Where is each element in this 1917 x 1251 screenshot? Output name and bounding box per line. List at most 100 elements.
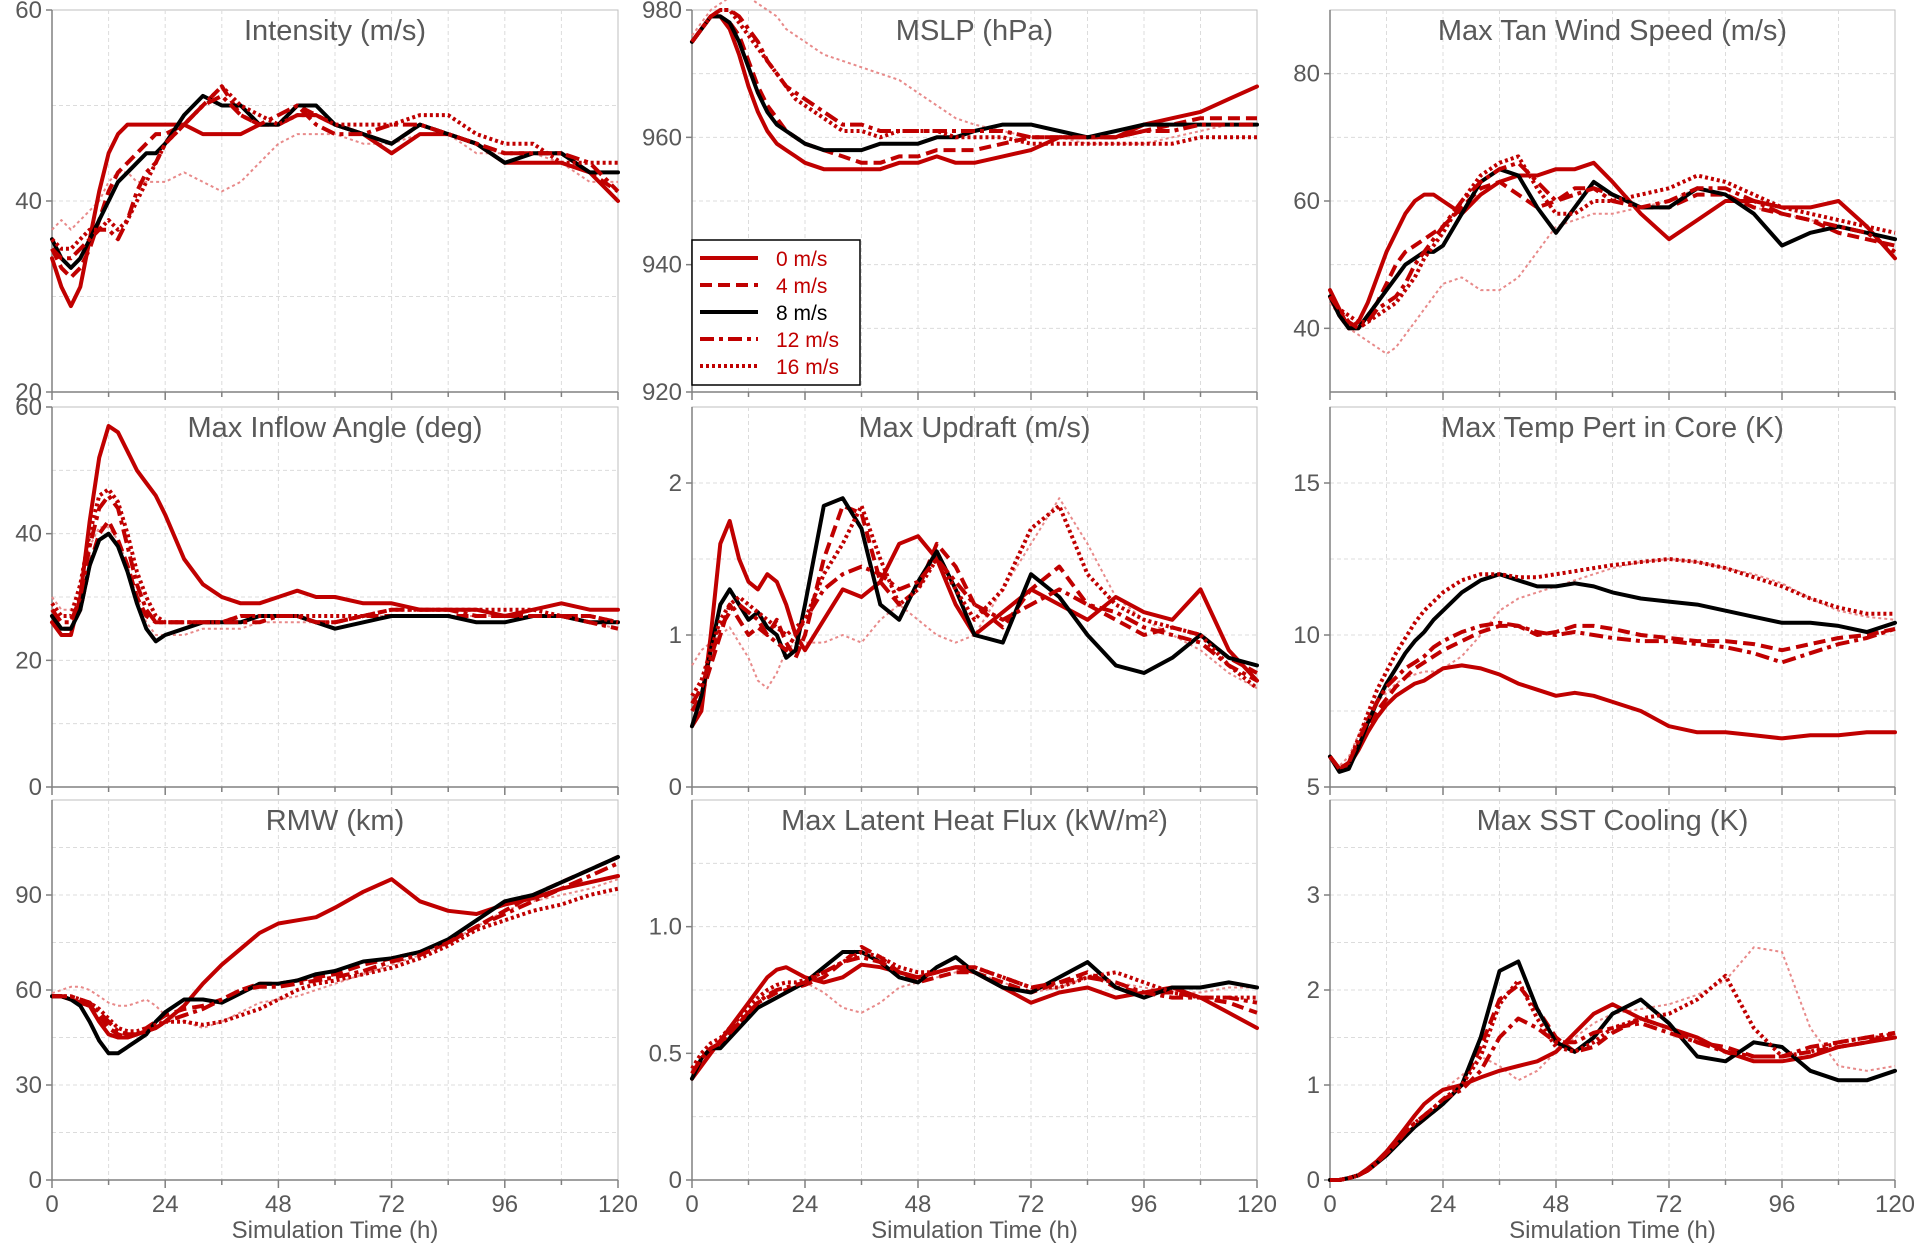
y-tick-label: 60 xyxy=(15,394,42,421)
y-tick-label: 2 xyxy=(669,470,682,497)
x-tick-label: 24 xyxy=(152,1191,179,1218)
panel-title: Intensity (m/s) xyxy=(244,15,426,47)
y-tick-label: 3 xyxy=(1307,882,1320,909)
panel-title: Max Updraft (m/s) xyxy=(858,412,1090,444)
y-tick-label: 40 xyxy=(15,521,42,548)
series-line-16-m-s xyxy=(1328,154,1896,324)
panel-title: MSLP (hPa) xyxy=(896,15,1053,47)
panel-1: 20 40 60 Intensity (m/s) xyxy=(15,0,620,406)
series-line-12-m-s xyxy=(1328,620,1896,771)
x-tick-label: 0 xyxy=(45,1191,58,1218)
series-line-16-m-s xyxy=(50,84,618,251)
x-tick-label: 96 xyxy=(1131,1191,1158,1218)
panel-6: 5 10 15 Max Temp Pert in Core (K) xyxy=(1293,406,1897,801)
x-tick-label: 24 xyxy=(1430,1191,1457,1218)
y-tick-label: 60 xyxy=(15,977,42,1004)
series-line-16-m-s xyxy=(1328,557,1895,771)
panel-4: 0 20 40 60 Max Inflow Angle (deg) xyxy=(15,394,620,801)
x-tick-label: 48 xyxy=(905,1191,932,1218)
panel-9: 0 1 2 3 0 24 48 72 96 120 Simulation Time (h) Max S… xyxy=(1307,799,1915,1244)
y-tick-label: 0 xyxy=(669,774,682,801)
y-tick-label: 40 xyxy=(1293,315,1320,342)
panel-title: Max Temp Pert in Core (K) xyxy=(1441,412,1784,444)
y-tick-label: 2 xyxy=(1307,977,1320,1004)
y-tick-label: 1.0 xyxy=(649,914,682,941)
series-line-16-m-s xyxy=(690,950,1257,1070)
panel-8: 0 0.5 1.0 0 24 48 72 96 120 Simulation Time (h) Ma… xyxy=(649,799,1277,1244)
x-tick-label: 96 xyxy=(1769,1191,1796,1218)
y-tick-label: 0 xyxy=(29,1167,42,1194)
x-tick-label: 0 xyxy=(685,1191,698,1218)
series-line-8-m-s xyxy=(690,950,1259,1081)
y-tick-label: 20 xyxy=(15,647,42,674)
series-line-8-m-s xyxy=(1328,167,1897,331)
series-line-0-m-s xyxy=(50,874,620,1040)
x-tick-label: 72 xyxy=(1018,1191,1045,1218)
x-tick-label: 48 xyxy=(265,1191,292,1218)
series-line-0-m-s xyxy=(1328,663,1897,771)
series-line-4-m-s xyxy=(690,503,1258,713)
x-tick-label: 120 xyxy=(1875,1191,1915,1218)
y-tick-label: 10 xyxy=(1293,622,1320,649)
x-tick-label: 0 xyxy=(1323,1191,1336,1218)
y-tick-label: 60 xyxy=(15,0,42,24)
x-axis-label: Simulation Time (h) xyxy=(871,1217,1078,1244)
series-line-faint xyxy=(1329,558,1896,767)
legend-label: 4 m/s xyxy=(776,275,827,298)
legend-label: 12 m/s xyxy=(776,329,839,352)
y-tick-label: 960 xyxy=(642,124,682,151)
y-tick-label: 80 xyxy=(1293,61,1320,88)
x-axis-label: Simulation Time (h) xyxy=(1509,1217,1716,1244)
y-tick-label: 980 xyxy=(642,0,682,24)
y-tick-label: 920 xyxy=(642,379,682,406)
series-line-4-m-s xyxy=(1328,623,1896,771)
y-tick-label: 15 xyxy=(1293,470,1320,497)
y-tick-label: 60 xyxy=(1293,188,1320,215)
y-tick-label: 940 xyxy=(642,252,682,279)
y-tick-label: 20 xyxy=(15,379,42,406)
series-line-0-m-s xyxy=(50,424,620,637)
series-line-faint xyxy=(691,497,1258,690)
panel-title: RMW (km) xyxy=(266,805,405,837)
y-tick-label: 90 xyxy=(15,882,42,909)
y-tick-label: 1 xyxy=(1307,1072,1320,1099)
series-line-8-m-s xyxy=(690,14,1259,153)
series-line-16-m-s xyxy=(690,8,1257,146)
series-line-12-m-s xyxy=(52,861,619,1037)
series-line-8-m-s xyxy=(1328,959,1897,1182)
x-tick-label: 120 xyxy=(598,1191,638,1218)
series-line-0-m-s xyxy=(690,519,1259,729)
legend-label: 16 m/s xyxy=(776,356,839,379)
x-tick-label: 96 xyxy=(491,1191,518,1218)
series-line-12-m-s xyxy=(690,557,1258,705)
series-line-12-m-s xyxy=(50,493,619,631)
series-line-faint xyxy=(691,0,1257,145)
panel-7: 0 30 60 90 0 24 48 72 96 120 Simulation Time (h) RM… xyxy=(15,799,638,1244)
series-line-12-m-s xyxy=(1328,160,1897,331)
panel-title: Max Tan Wind Speed (m/s) xyxy=(1438,15,1787,47)
series-line-0-m-s xyxy=(690,962,1259,1081)
series-line-8-m-s xyxy=(50,855,620,1056)
x-tick-label: 24 xyxy=(792,1191,819,1218)
x-tick-label: 72 xyxy=(1656,1191,1683,1218)
panel-title: Max Latent Heat Flux (kW/m²) xyxy=(781,805,1168,837)
legend-label: 0 m/s xyxy=(776,248,827,271)
y-tick-label: 1 xyxy=(669,622,682,649)
y-tick-label: 0 xyxy=(1307,1167,1320,1194)
x-axis-label: Simulation Time (h) xyxy=(232,1217,439,1244)
x-tick-label: 48 xyxy=(1543,1191,1570,1218)
y-tick-label: 40 xyxy=(15,188,42,215)
panel-title: Max Inflow Angle (deg) xyxy=(188,412,483,444)
legend-label: 8 m/s xyxy=(776,302,827,325)
series-line-16-m-s xyxy=(52,886,619,1034)
legend: 0 m/s 4 m/s 8 m/s 12 m/s 16 m/s xyxy=(691,239,861,386)
y-tick-label: 0.5 xyxy=(649,1040,682,1067)
series-line-16-m-s xyxy=(1330,973,1895,1182)
series-line-12-m-s xyxy=(690,8,1257,140)
series-line-faint xyxy=(1330,946,1896,1181)
panel-3: 40 60 80 Max Tan Wind Speed (m/s) xyxy=(1293,9,1897,400)
panel-title: Max SST Cooling (K) xyxy=(1477,805,1749,837)
panel-5: 0 1 2 Max Updraft (m/s) xyxy=(669,406,1259,801)
